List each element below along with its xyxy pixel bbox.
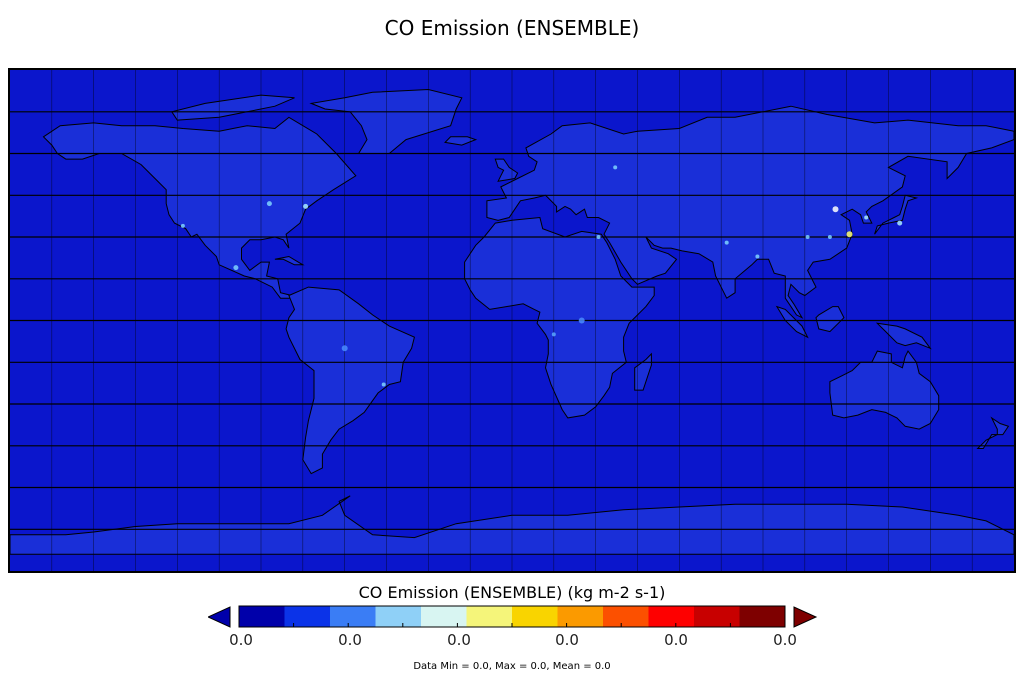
world-map: [10, 70, 1014, 571]
map-title: CO Emission (ENSEMBLE): [384, 16, 640, 40]
colorbar-tick-label: 0.0: [447, 631, 471, 649]
emission-hotspot: [827, 235, 832, 239]
grid-lines: [10, 70, 1014, 571]
colorbar-tick-label: 0.0: [555, 631, 579, 649]
colorbar-tick-label: 0.0: [773, 631, 797, 649]
colorbar-band: [512, 606, 558, 627]
emission-hotspot: [755, 254, 760, 259]
emission-hotspot: [897, 220, 903, 226]
madagascar-landmass: [634, 352, 652, 391]
emission-hotspot: [233, 265, 239, 271]
emission-hotspot: [805, 235, 810, 239]
emission-hotspot: [596, 235, 601, 239]
colorbar: [208, 605, 818, 628]
emission-hotspot: [551, 332, 556, 337]
emission-hotspot: [724, 240, 729, 245]
north-america-landmass: [42, 116, 357, 299]
emission-hotspot: [846, 231, 853, 238]
arctic-islands-landmass: [170, 94, 295, 121]
data-statistics: Data Min = 0.0, Max = 0.0, Mean = 0.0: [413, 661, 611, 672]
iceland-landmass: [444, 136, 478, 146]
emission-hotspot: [381, 382, 386, 387]
colorbar-tick-label: 0.0: [229, 631, 253, 649]
new-guinea-landmass: [875, 322, 932, 350]
colorbar-band: [421, 606, 467, 627]
new-zealand-landmass: [976, 416, 1010, 449]
colorbar-band: [375, 606, 422, 627]
colorbar-ticks: [238, 623, 786, 627]
emission-hotspot: [303, 203, 309, 209]
colorbar-band: [284, 606, 331, 627]
colorbar-band: [239, 606, 285, 627]
emission-hotspot: [266, 201, 272, 207]
colorbar-band: [739, 606, 786, 627]
colorbar-label: CO Emission (ENSEMBLE) (kg m-2 s-1): [358, 583, 666, 602]
emission-hotspot: [180, 223, 185, 228]
map-panel: [8, 68, 1016, 573]
colorbar-bands: [239, 606, 786, 627]
colorbar-over-arrow: [793, 606, 818, 628]
colorbar-band: [603, 606, 649, 627]
emission-hotspot: [341, 345, 348, 352]
sumatra-landmass: [775, 305, 809, 339]
emission-hotspot: [613, 165, 618, 170]
borneo-landmass: [815, 306, 845, 333]
emission-hotspot: [832, 206, 839, 213]
uk-landmass: [494, 158, 519, 182]
cuba-landmass: [274, 255, 305, 266]
emission-hotspot: [578, 317, 585, 324]
colorbar-tick-label: 0.0: [664, 631, 688, 649]
colorbar-band: [330, 606, 376, 627]
colorbar-band: [557, 606, 604, 627]
colorbar-tick-label: 0.0: [338, 631, 362, 649]
colorbar-under-arrow: [208, 606, 231, 628]
emission-hotspots: [180, 165, 903, 387]
colorbar-band: [648, 606, 695, 627]
colorbar-band: [466, 606, 513, 627]
colorbar-band: [694, 606, 740, 627]
emission-hotspot: [864, 215, 869, 220]
